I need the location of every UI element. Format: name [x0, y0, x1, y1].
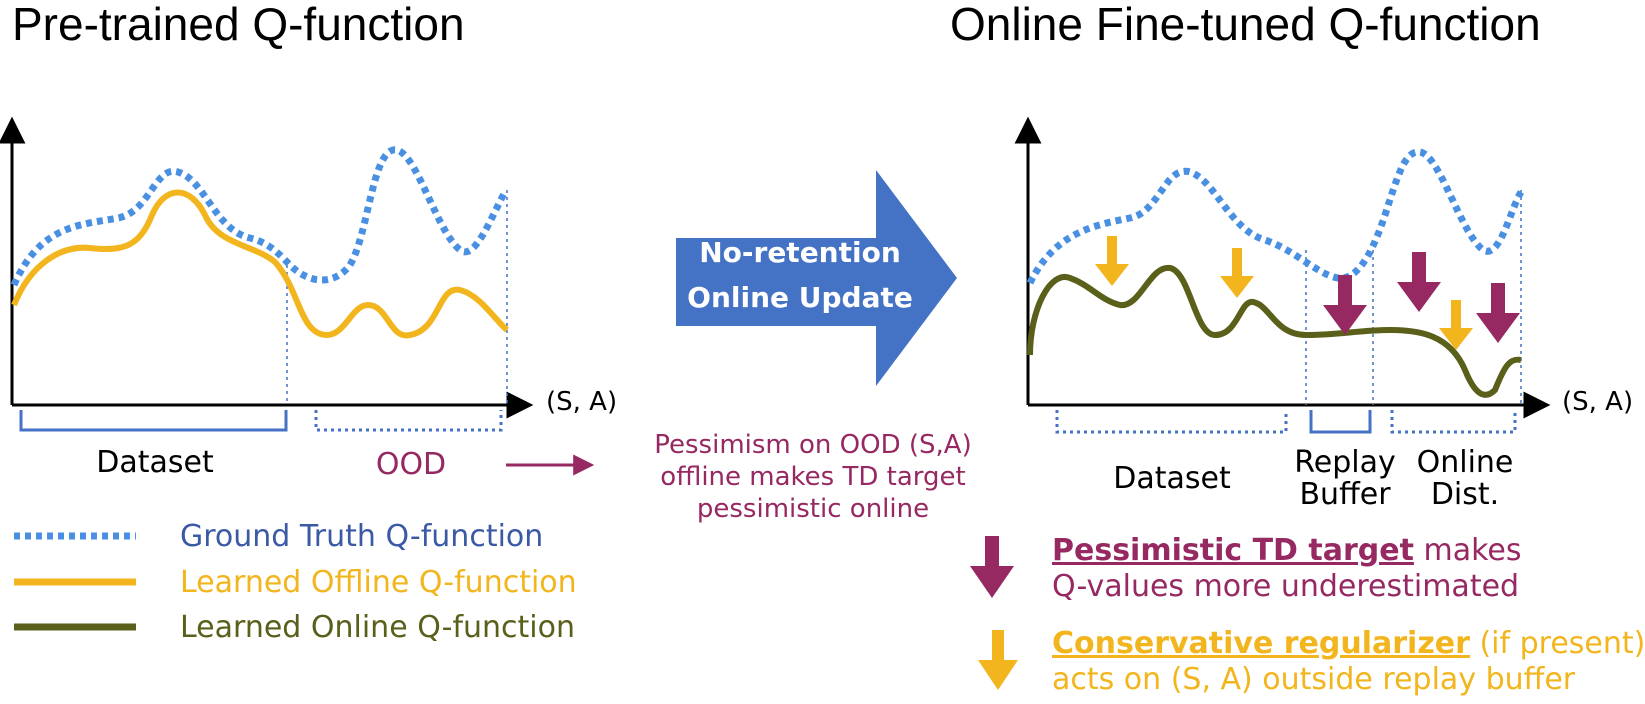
- replay-label-line1: Replay: [1294, 445, 1395, 480]
- pessimistic-note-line2: Q-values more underestimated: [1052, 569, 1519, 604]
- pessimistic-legend-arrow: [970, 536, 1014, 598]
- right-dataset-bracket: [1055, 410, 1288, 434]
- pessimistic-note: Pessimistic TD target makes Q-values mor…: [970, 533, 1521, 604]
- left-ood-label: OOD: [376, 447, 446, 482]
- online-label-line1: Online: [1417, 445, 1514, 480]
- pessimistic-bold: Pessimistic TD target: [1052, 533, 1414, 568]
- left-ground-truth-curve: [10, 146, 509, 287]
- conservative-note: Conservative regularizer (if present) ac…: [978, 626, 1645, 697]
- note-line3: pessimistic online: [697, 494, 929, 524]
- arrow-text-line2: Online Update: [687, 281, 913, 314]
- no-retention-arrow: [676, 170, 957, 386]
- pessimistic-arrows: [1323, 252, 1520, 343]
- legend-ground-truth-label: Ground Truth Q-function: [180, 519, 543, 554]
- conservative-rest: (if present): [1470, 626, 1645, 661]
- replay-label-line2: Buffer: [1299, 477, 1391, 512]
- online-label-line2: Dist.: [1431, 477, 1499, 512]
- down-arrow-yellow: [1095, 236, 1129, 286]
- right-online-curve: [1027, 264, 1522, 398]
- conservative-note-line1: Conservative regularizer (if present): [1052, 626, 1645, 661]
- legend-offline-label: Learned Offline Q-function: [180, 565, 577, 600]
- conservative-arrows: [1095, 236, 1473, 350]
- arrow-text-line1: No-retention: [699, 236, 901, 269]
- note-line1: Pessimism on OOD (S,A): [654, 430, 971, 460]
- center-section: No-retention Online Update Pessimism on …: [506, 170, 972, 524]
- right-axis-label: (S, A): [1562, 387, 1633, 417]
- note-line2: offline makes TD target: [660, 462, 965, 492]
- left-dataset-bracket: [19, 410, 288, 432]
- left-axis-label: (S, A): [546, 387, 617, 417]
- right-online-bracket: [1390, 410, 1517, 434]
- left-ood-bracket: [314, 410, 503, 432]
- conservative-bold: Conservative regularizer: [1052, 626, 1470, 661]
- conservative-legend-arrow: [978, 630, 1018, 690]
- right-replay-bracket: [1309, 410, 1372, 434]
- down-arrow-maroon: [1476, 283, 1520, 343]
- pessimistic-rest: makes: [1414, 533, 1522, 568]
- right-ground-truth-curve: [1026, 148, 1525, 285]
- legend-online-label: Learned Online Q-function: [180, 610, 575, 645]
- right-plot: (S, A) Dataset Replay Buffer Online Dist…: [1014, 116, 1633, 512]
- left-title: Pre-trained Q-function: [12, 0, 465, 50]
- conservative-note-line2: acts on (S, A) outside replay buffer: [1052, 662, 1576, 697]
- left-offline-curve: [11, 189, 510, 339]
- down-arrow-yellow: [1220, 248, 1254, 298]
- left-plot: (S, A) Dataset OOD: [0, 116, 617, 482]
- legend: Ground Truth Q-function Learned Offline …: [14, 519, 577, 645]
- down-arrow-maroon: [1323, 275, 1367, 335]
- left-dataset-label: Dataset: [96, 445, 214, 480]
- down-arrow-yellow: [1439, 300, 1473, 350]
- right-dataset-label: Dataset: [1113, 461, 1231, 496]
- down-arrow-maroon: [1397, 252, 1441, 312]
- right-title: Online Fine-tuned Q-function: [950, 0, 1541, 50]
- pessimistic-note-line1: Pessimistic TD target makes: [1052, 533, 1521, 568]
